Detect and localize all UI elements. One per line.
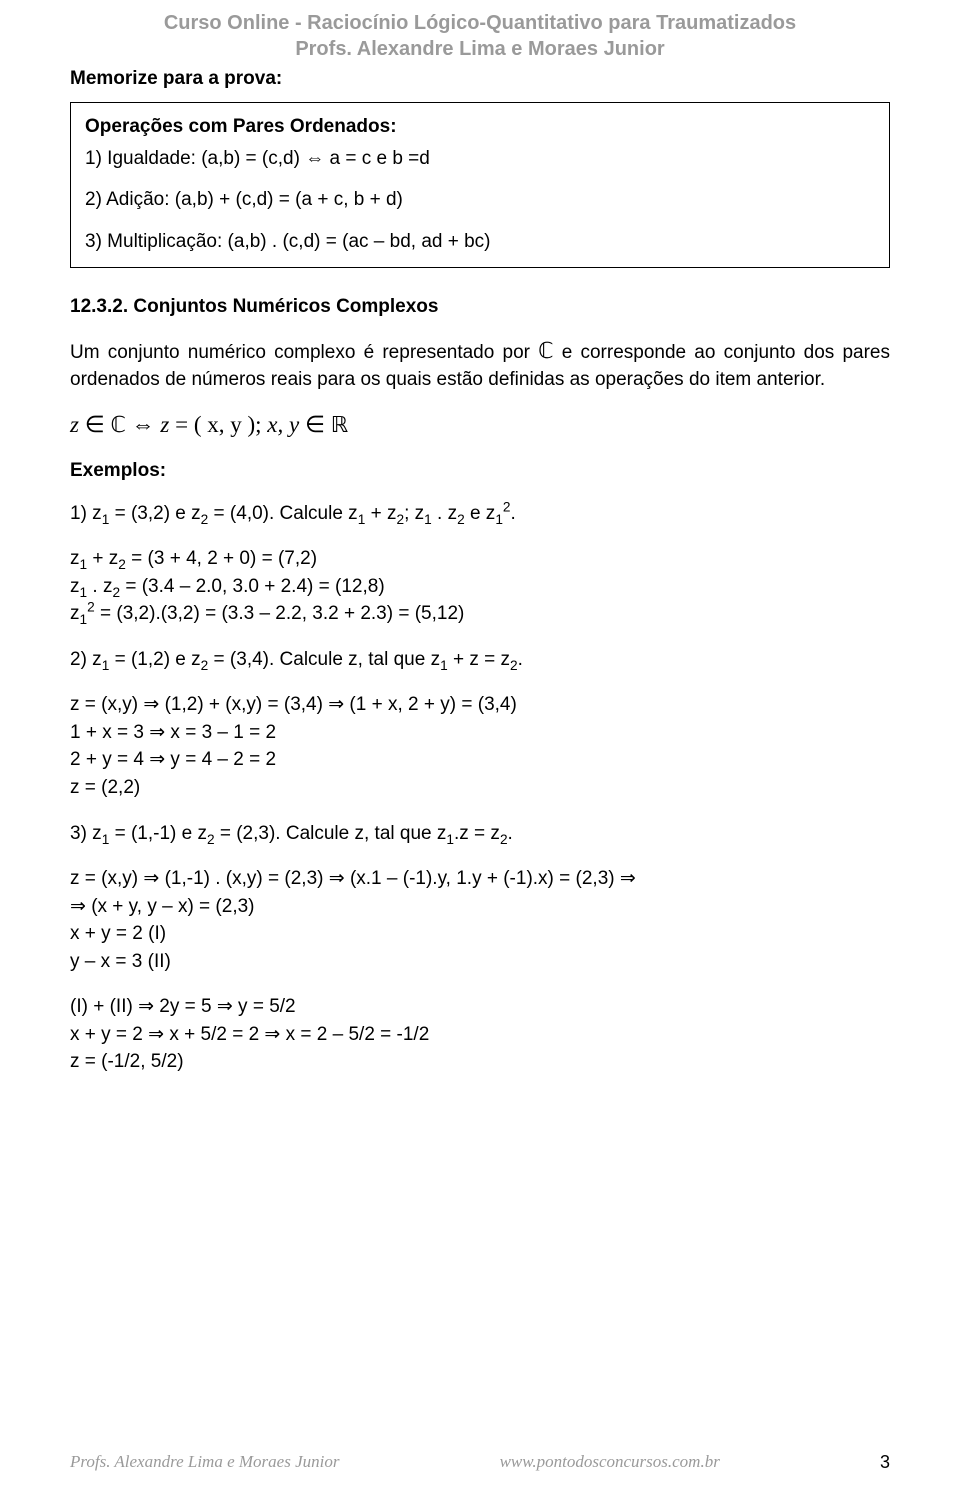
math-eq: =	[175, 412, 188, 437]
box-line-2: 2) Adição: (a,b) + (c,d) = (a + c, b + d…	[85, 186, 875, 214]
section-heading: 12.3.2. Conjuntos Numéricos Complexos	[70, 296, 890, 318]
box-line-1: 1) Igualdade: (a,b) = (c,d) ⇔ a = c e b …	[85, 145, 875, 173]
t: z = (x,y)	[70, 694, 143, 715]
imp: ⇒	[217, 996, 233, 1017]
t: z	[70, 603, 80, 624]
t: 1 + x = 3	[70, 722, 149, 743]
math-z2: z	[160, 412, 169, 437]
t: y = 4 – 2 = 2	[165, 749, 276, 770]
box-line-3: 3) Multiplicação: (a,b) . (c,d) = (ac – …	[85, 228, 875, 256]
example-2-head: 2) z1 = (1,2) e z2 = (3,4). Calcule z, t…	[70, 646, 890, 674]
t: 1) z	[70, 503, 102, 524]
t: x = 2 – 5/2 = -1/2	[280, 1024, 429, 1045]
imp: ⇒	[328, 694, 344, 715]
example-3-body: z = (x,y) ⇒ (1,-1) . (x,y) = (2,3) ⇒ (x.…	[70, 865, 890, 975]
example-2-body: z = (x,y) ⇒ (1,2) + (x,y) = (3,4) ⇒ (1 +…	[70, 691, 890, 801]
t: = (3.4 – 2.0, 3.0 + 2.4) = (12,8)	[120, 576, 385, 597]
imp: ⇒	[138, 996, 154, 1017]
t: x + y = 2	[70, 1024, 148, 1045]
t: z = (-1/2, 5/2)	[70, 1051, 184, 1072]
t: ; z	[404, 503, 424, 524]
t: (x.1 – (-1).y, 1.y + (-1).x) = (2,3)	[345, 868, 620, 889]
example-1-body: z1 + z2 = (3 + 4, 2 + 0) = (7,2) z1 . z2…	[70, 545, 890, 628]
math-xy: x, y	[267, 412, 299, 437]
intro-text-before: Um conjunto numérico complexo é represen…	[70, 342, 538, 363]
intro-paragraph: Um conjunto numérico complexo é represen…	[70, 336, 890, 393]
t: . z	[432, 503, 457, 524]
t: (1 + x, 2 + y) = (3,4)	[344, 694, 517, 715]
t: x + 5/2 = 2	[164, 1024, 264, 1045]
imp: ⇒	[264, 1024, 280, 1045]
t: = (3 + 4, 2 + 0) = (7,2)	[126, 548, 317, 569]
imp: ⇒	[149, 749, 165, 770]
course-title-line1: Curso Online - Raciocínio Lógico-Quantit…	[164, 12, 796, 34]
example-3-solve: (I) + (II) ⇒ 2y = 5 ⇒ y = 5/2 x + y = 2 …	[70, 993, 890, 1076]
example-1-head: 1) z1 = (3,2) e z2 = (4,0). Calcule z1 +…	[70, 500, 890, 528]
t: + z = z	[448, 649, 510, 670]
t: e z	[465, 503, 496, 524]
t: z	[70, 548, 80, 569]
t: = (1,-1) e z	[109, 823, 207, 844]
t: + z	[365, 503, 396, 524]
t: .	[508, 823, 513, 844]
symbol-C: ℂ	[538, 338, 553, 363]
t: .	[511, 503, 516, 524]
t: y = 5/2	[233, 996, 296, 1017]
example-3-head: 3) z1 = (1,-1) e z2 = (2,3). Calcule z, …	[70, 820, 890, 848]
t: (x + y, y – x) = (2,3)	[86, 896, 255, 917]
t: z = (2,2)	[70, 777, 140, 798]
t: (I) + (II)	[70, 996, 138, 1017]
t: z = (x,y)	[70, 868, 143, 889]
imp: ⇒	[143, 868, 159, 889]
t: .z = z	[454, 823, 500, 844]
t: .	[518, 649, 523, 670]
t: = (1,2) e z	[109, 649, 200, 670]
math-z1: z	[70, 412, 79, 437]
box-title: Operações com Pares Ordenados:	[85, 113, 875, 141]
t: y – x = 3 (II)	[70, 951, 171, 972]
imp: ⇒	[148, 1024, 164, 1045]
t: z	[70, 576, 80, 597]
math-paren: ( x, y );	[194, 412, 262, 437]
footer-page: 3	[880, 1452, 890, 1473]
definition-line: z ∈ ℂ ⇔ z = ( x, y ); x, y ∈ ℝ	[70, 412, 890, 438]
memorize-heading: Memorize para a prova:	[70, 68, 890, 90]
symbol-R: ℝ	[331, 412, 348, 437]
course-header: Curso Online - Raciocínio Lógico-Quantit…	[70, 10, 890, 62]
operations-box: Operações com Pares Ordenados: 1) Iguald…	[70, 102, 890, 268]
t: = (3,4). Calcule z, tal que z	[208, 649, 440, 670]
t: x = 3 – 1 = 2	[165, 722, 276, 743]
t: = (3,2) e z	[109, 503, 200, 524]
page-footer: Profs. Alexandre Lima e Moraes Junior ww…	[70, 1452, 890, 1473]
t: x + y = 2 (I)	[70, 923, 166, 944]
examples-heading: Exemplos:	[70, 460, 890, 482]
math-iff: ⇔	[132, 412, 155, 437]
t: 2 + y = 4	[70, 749, 149, 770]
t: (1,2) + (x,y) = (3,4)	[159, 694, 328, 715]
symbol-C-2: ℂ	[111, 412, 126, 437]
t: = (2,3). Calcule z, tal que z	[215, 823, 447, 844]
math-in1: ∈	[85, 412, 105, 437]
t: . z	[87, 576, 112, 597]
footer-left: Profs. Alexandre Lima e Moraes Junior	[70, 1452, 339, 1473]
math-in2: ∈	[305, 412, 325, 437]
t: 2y = 5	[154, 996, 217, 1017]
imp: ⇒	[149, 722, 165, 743]
t: + z	[87, 548, 118, 569]
footer-center: www.pontodosconcursos.com.br	[500, 1452, 720, 1473]
t: 2) z	[70, 649, 102, 670]
imp: ⇒	[329, 868, 345, 889]
imp: ⇒	[620, 868, 636, 889]
imp: ⇒	[70, 896, 86, 917]
t: (1,-1) . (x,y) = (2,3)	[159, 868, 328, 889]
imp: ⇒	[143, 694, 159, 715]
course-title-line2: Profs. Alexandre Lima e Moraes Junior	[295, 38, 664, 60]
t: = (4,0). Calcule z	[208, 503, 357, 524]
t: 3) z	[70, 823, 102, 844]
t: = (3,2).(3,2) = (3.3 – 2.2, 3.2 + 2.3) =…	[95, 603, 465, 624]
